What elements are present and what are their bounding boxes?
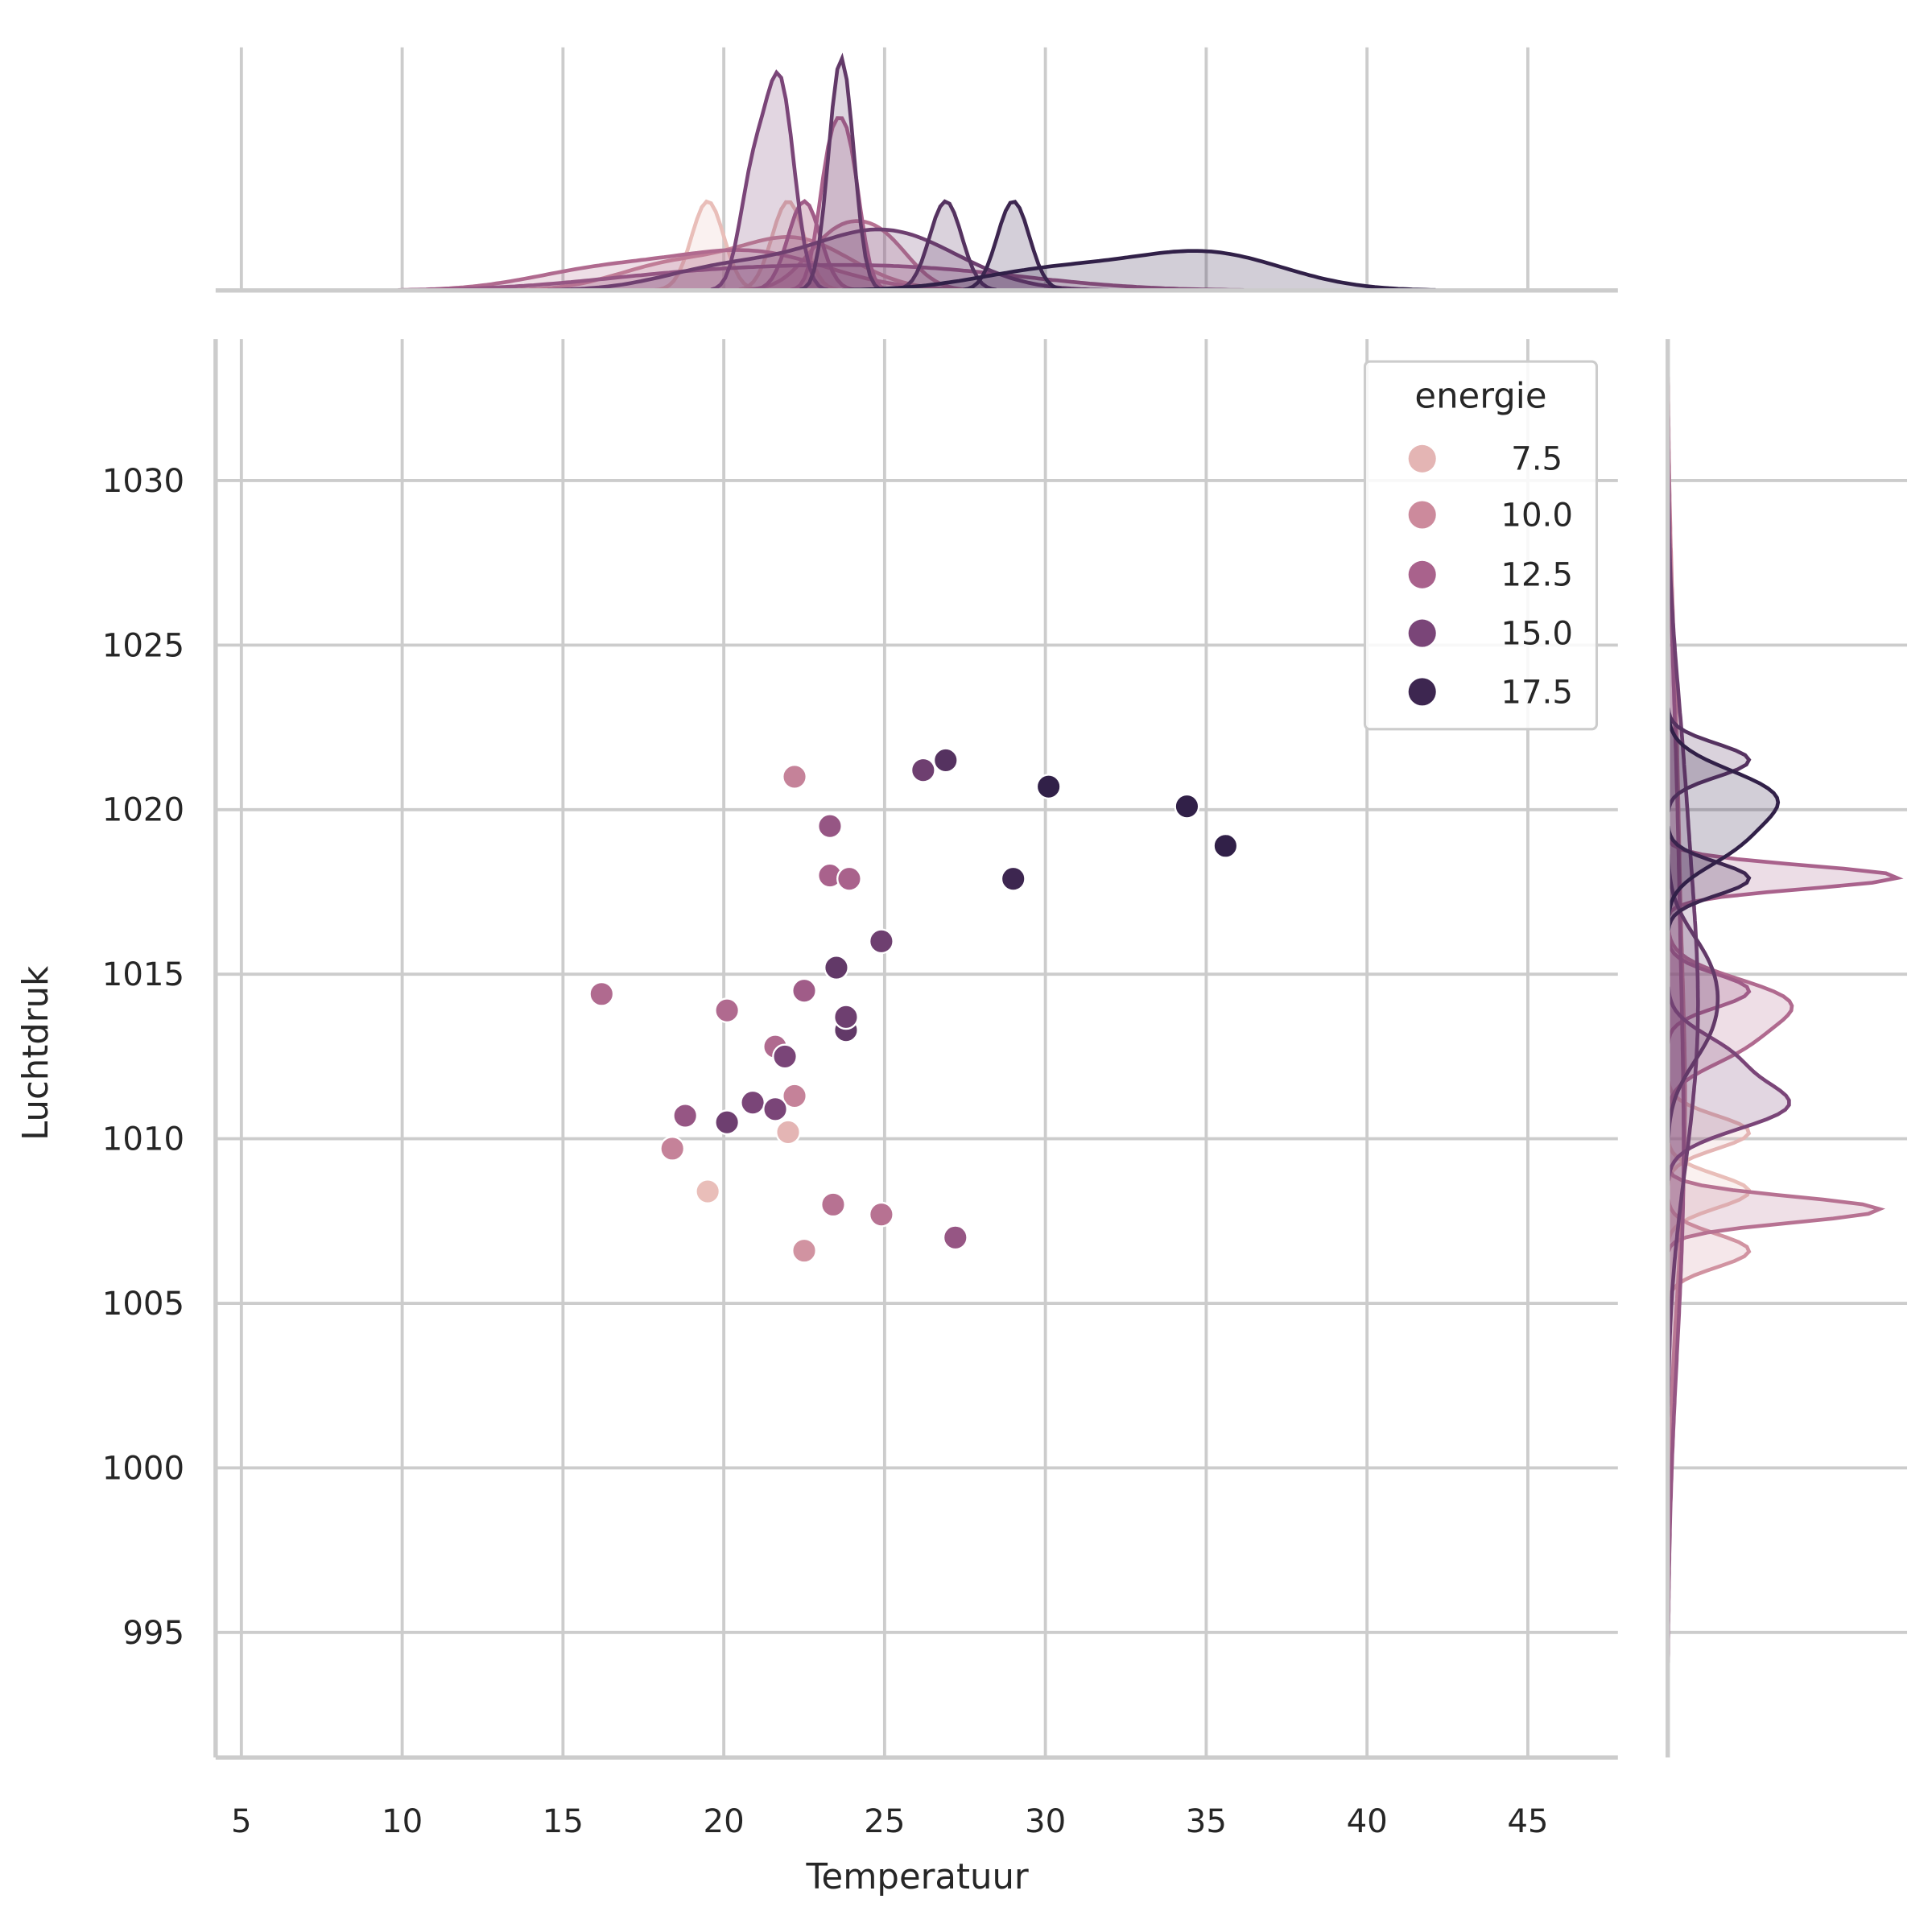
- kde-curve-luchtdruk: [1666, 476, 1700, 1418]
- kde-curve-luchtdruk: [1666, 1080, 1752, 1186]
- kde-curve-temperatuur: [738, 200, 838, 291]
- x-tick-label: 15: [543, 1803, 584, 1840]
- kde-curve-temperatuur: [398, 262, 1245, 292]
- legend-label: 7.5: [1511, 441, 1563, 478]
- legend-marker: [1408, 560, 1436, 588]
- kde-fill-luchtdruk: [1667, 476, 1699, 1418]
- legend-marker: [1408, 444, 1436, 473]
- scatter-point: [782, 764, 807, 790]
- legend-label: 10.0: [1501, 497, 1573, 534]
- scatter-point: [1174, 793, 1200, 819]
- right-marginal-kde: [1666, 377, 1904, 1663]
- scatter-point: [714, 1109, 740, 1136]
- scatter-point: [817, 813, 843, 840]
- y-axis-label: Luchtdruk: [16, 966, 56, 1141]
- kde-curve-luchtdruk: [1666, 939, 1752, 1044]
- top-marginal-kde: [398, 52, 1436, 292]
- y-tick-label: 1015: [102, 956, 184, 993]
- scatter-point: [869, 928, 894, 955]
- scatter-point: [824, 955, 849, 980]
- scatter-point: [740, 1089, 766, 1116]
- scatter-point: [782, 1083, 807, 1109]
- x-tick-label: 10: [382, 1803, 423, 1840]
- scatter-point: [791, 1237, 817, 1264]
- x-tick-label: 30: [1025, 1803, 1066, 1840]
- scatter-point: [869, 1201, 894, 1228]
- scatter-point: [791, 977, 817, 1004]
- x-tick-label: 5: [231, 1803, 252, 1840]
- scatter-point: [932, 747, 959, 774]
- kde-curve-luchtdruk: [1666, 712, 1781, 921]
- legend-marker: [1408, 501, 1436, 529]
- scatter-point: [1035, 774, 1062, 800]
- scatter-points: [588, 747, 1239, 1264]
- y-tick-label: 995: [122, 1615, 184, 1652]
- legend-title: energie: [1414, 376, 1546, 416]
- kde-curve-temperatuur: [743, 219, 973, 292]
- kde-curve-temperatuur: [790, 116, 890, 292]
- scatter-point: [942, 1224, 968, 1251]
- scatter-point: [1212, 832, 1239, 859]
- x-tick-label: 45: [1507, 1803, 1548, 1840]
- kde-curve-temperatuur: [753, 199, 857, 292]
- scatter-point: [910, 757, 936, 783]
- kde-curve-luchtdruk: [1666, 854, 1720, 1143]
- scatter-point: [775, 1119, 801, 1146]
- scatter-point: [695, 1179, 721, 1204]
- tick-labels: 5 10 15 20 25 30 35 40 4599510001005101010151020…: [102, 463, 1549, 1840]
- scatter-point: [762, 1096, 788, 1122]
- x-tick-label: 20: [704, 1803, 745, 1840]
- legend-marker: [1408, 678, 1436, 706]
- scatter-point: [836, 865, 862, 892]
- scatter-point: [714, 997, 740, 1024]
- kde-fill-luchtdruk: [1667, 854, 1718, 1143]
- main-grid: [215, 339, 1618, 1758]
- top-marginal-grid: [239, 47, 1530, 291]
- y-tick-label: 1030: [102, 463, 184, 500]
- scatter-point: [672, 1103, 699, 1129]
- scatter-point: [659, 1136, 686, 1162]
- y-tick-label: 1005: [102, 1286, 184, 1323]
- kde-curve-temperatuur: [547, 227, 1109, 292]
- legend-label: 15.0: [1501, 616, 1573, 653]
- y-tick-label: 1020: [102, 792, 184, 829]
- y-tick-label: 1010: [102, 1121, 184, 1158]
- kde-curve-temperatuur: [654, 199, 758, 292]
- kde-curve-temperatuur: [841, 249, 1436, 292]
- kde-curve-temperatuur: [799, 52, 885, 292]
- y-tick-label: 1000: [102, 1450, 184, 1487]
- legend: energie 7.5 10.0 12.5 15.0 17.5: [1363, 360, 1599, 731]
- legend-label: 17.5: [1501, 674, 1573, 711]
- kde-curve-luchtdruk: [1666, 825, 1752, 931]
- kde-curve-temperatuur: [402, 248, 978, 292]
- scatter-point: [833, 1004, 859, 1030]
- scatter-point: [1000, 865, 1026, 892]
- x-axis-label: Temperatuur: [805, 1857, 1028, 1897]
- kde-fill-temperatuur: [547, 229, 1108, 291]
- legend-label: 12.5: [1501, 557, 1573, 594]
- axes-spines: [213, 288, 1670, 1760]
- scatter-point: [820, 1191, 846, 1218]
- kde-fill-temperatuur: [841, 250, 1436, 291]
- right-marginal-grid: [1667, 479, 1908, 1634]
- x-tick-label: 25: [864, 1803, 905, 1840]
- x-tick-label: 35: [1186, 1803, 1227, 1840]
- scatter-point: [588, 980, 615, 1007]
- kde-curve-luchtdruk: [1666, 986, 1791, 1181]
- y-tick-label: 1025: [102, 627, 184, 664]
- kde-fill-temperatuur: [711, 72, 828, 291]
- scatter-point: [772, 1043, 798, 1070]
- kde-curve-luchtdruk: [1666, 707, 1752, 812]
- kde-fill-temperatuur: [963, 201, 1067, 291]
- kde-fill-luchtdruk: [1667, 712, 1778, 921]
- x-tick-label: 40: [1347, 1803, 1388, 1840]
- legend-marker: [1408, 619, 1436, 647]
